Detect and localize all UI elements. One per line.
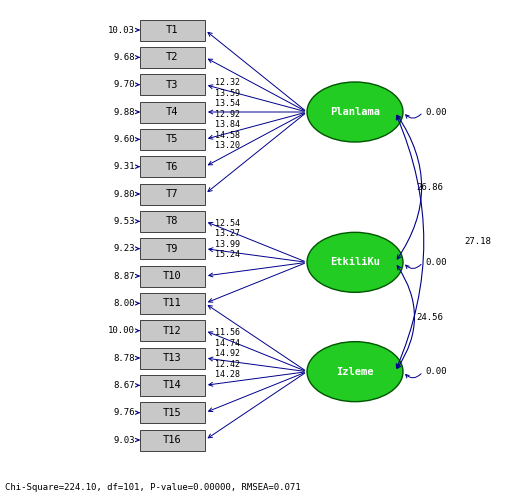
Ellipse shape xyxy=(307,233,403,292)
Text: 14.58: 14.58 xyxy=(215,130,240,139)
Text: 13.54: 13.54 xyxy=(215,99,240,108)
Text: 9.68: 9.68 xyxy=(114,53,135,62)
Text: 9.03: 9.03 xyxy=(114,435,135,445)
FancyBboxPatch shape xyxy=(140,183,205,205)
Text: 9.76: 9.76 xyxy=(114,408,135,417)
Text: Planlama: Planlama xyxy=(330,107,380,117)
Text: 8.78: 8.78 xyxy=(114,354,135,363)
Text: 13.20: 13.20 xyxy=(215,141,240,150)
Text: 0.00: 0.00 xyxy=(425,108,447,117)
Text: T14: T14 xyxy=(163,380,182,390)
Text: 14.28: 14.28 xyxy=(215,370,240,379)
Text: 12.32: 12.32 xyxy=(215,78,240,87)
Text: 9.88: 9.88 xyxy=(114,108,135,117)
Text: T7: T7 xyxy=(166,189,179,199)
Text: 13.59: 13.59 xyxy=(215,89,240,98)
Text: Izleme: Izleme xyxy=(336,367,374,376)
Text: T13: T13 xyxy=(163,353,182,363)
FancyBboxPatch shape xyxy=(140,102,205,123)
Text: T3: T3 xyxy=(166,80,179,90)
Text: 24.56: 24.56 xyxy=(417,313,444,322)
Text: 8.67: 8.67 xyxy=(114,381,135,390)
Text: 14.92: 14.92 xyxy=(215,349,240,358)
Text: T4: T4 xyxy=(166,107,179,117)
Text: 9.60: 9.60 xyxy=(114,135,135,144)
FancyBboxPatch shape xyxy=(140,320,205,341)
FancyBboxPatch shape xyxy=(140,74,205,95)
Text: 14.74: 14.74 xyxy=(215,339,240,348)
Text: T6: T6 xyxy=(166,162,179,172)
Text: 26.86: 26.86 xyxy=(417,183,444,192)
FancyBboxPatch shape xyxy=(140,211,205,232)
Text: EtkiliKu: EtkiliKu xyxy=(330,257,380,267)
Text: 0.00: 0.00 xyxy=(425,258,447,267)
Text: T8: T8 xyxy=(166,216,179,226)
FancyBboxPatch shape xyxy=(140,402,205,423)
Ellipse shape xyxy=(307,82,403,142)
Text: T1: T1 xyxy=(166,25,179,35)
Text: Chi-Square=224.10, df=101, P-value=0.00000, RMSEA=0.071: Chi-Square=224.10, df=101, P-value=0.000… xyxy=(5,483,300,492)
FancyBboxPatch shape xyxy=(140,293,205,314)
Text: T5: T5 xyxy=(166,134,179,144)
Text: 15.24: 15.24 xyxy=(215,250,240,259)
Text: 13.27: 13.27 xyxy=(215,230,240,239)
Text: 9.80: 9.80 xyxy=(114,190,135,199)
Text: 12.42: 12.42 xyxy=(215,360,240,369)
Text: 8.00: 8.00 xyxy=(114,299,135,308)
Text: 9.31: 9.31 xyxy=(114,162,135,171)
Text: 13.99: 13.99 xyxy=(215,240,240,249)
Text: 9.53: 9.53 xyxy=(114,217,135,226)
Text: 10.03: 10.03 xyxy=(108,25,135,34)
Text: T15: T15 xyxy=(163,408,182,418)
Text: T9: T9 xyxy=(166,244,179,253)
Text: 9.70: 9.70 xyxy=(114,80,135,89)
FancyBboxPatch shape xyxy=(140,156,205,177)
FancyBboxPatch shape xyxy=(140,19,205,40)
Text: 12.54: 12.54 xyxy=(215,219,240,228)
Text: 27.18: 27.18 xyxy=(465,238,492,247)
Text: 10.00: 10.00 xyxy=(108,326,135,335)
Text: 12.92: 12.92 xyxy=(215,110,240,119)
Text: T10: T10 xyxy=(163,271,182,281)
FancyBboxPatch shape xyxy=(140,429,205,451)
Ellipse shape xyxy=(307,342,403,402)
Text: T16: T16 xyxy=(163,435,182,445)
FancyBboxPatch shape xyxy=(140,265,205,286)
FancyBboxPatch shape xyxy=(140,348,205,369)
Text: 9.23: 9.23 xyxy=(114,244,135,253)
Text: 8.87: 8.87 xyxy=(114,271,135,280)
Text: T12: T12 xyxy=(163,326,182,336)
FancyBboxPatch shape xyxy=(140,375,205,396)
FancyBboxPatch shape xyxy=(140,238,205,259)
FancyBboxPatch shape xyxy=(140,129,205,150)
Text: 11.56: 11.56 xyxy=(215,328,240,337)
FancyBboxPatch shape xyxy=(140,47,205,68)
Text: T2: T2 xyxy=(166,52,179,62)
Text: 13.84: 13.84 xyxy=(215,120,240,129)
Text: T11: T11 xyxy=(163,298,182,308)
Text: 0.00: 0.00 xyxy=(425,367,447,376)
